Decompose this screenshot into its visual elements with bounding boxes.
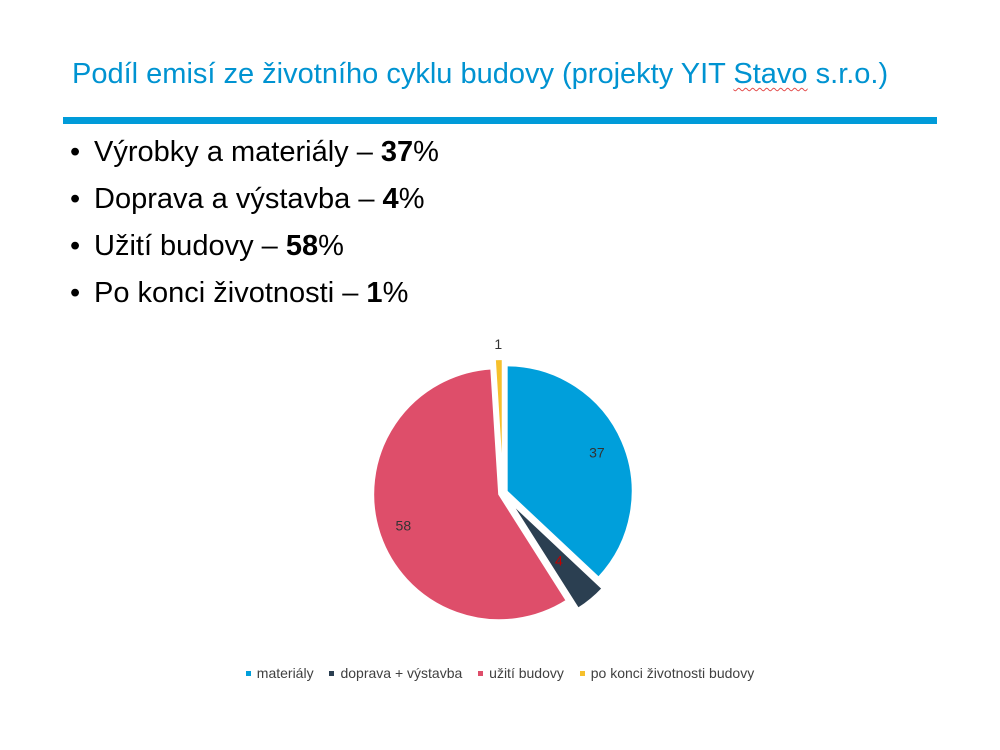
legend-swatch [579, 670, 585, 676]
title-flagged-word: Stavo [733, 58, 808, 90]
legend-item-uziti: užití budovy [478, 665, 564, 681]
pie-slice-po-konci-zivotnosti [493, 358, 504, 486]
bullet-value: 37 [380, 136, 414, 168]
chart-legend: materiály doprava + výstavba užití budov… [0, 665, 1000, 681]
legend-item-materialy: materiály [245, 665, 314, 681]
legend-label: materiály [256, 665, 314, 681]
bullet-unit: % [382, 277, 409, 309]
data-label-doprava-vystavba: 4 [555, 552, 563, 568]
legend-swatch [478, 670, 484, 676]
bullet-value: 1 [366, 277, 383, 309]
bullet-marker: • [70, 136, 81, 168]
legend-label: doprava + výstavba [340, 665, 463, 681]
legend-label: po konci životnosti budovy [590, 665, 755, 681]
bullet-item: • Výrobky a materiály – 37% [70, 134, 439, 181]
bullet-text: Doprava a výstavba – [94, 183, 383, 215]
bullet-list: • Výrobky a materiály – 37% • Doprava a vý… [70, 134, 439, 322]
bullet-text: Po konci životnosti – [94, 277, 367, 309]
pie-slice-uziti-budovy [372, 367, 569, 622]
bullet-marker: • [70, 183, 81, 215]
bullet-value: 58 [285, 230, 319, 262]
legend-swatch [245, 670, 251, 676]
data-label-materialy: 37 [589, 444, 605, 460]
bullet-unit: % [413, 136, 439, 168]
bullet-text: Výrobky a materiály – [94, 136, 381, 168]
data-label-po-konci-zivotnosti: 1 [494, 336, 502, 352]
legend-item-doprava: doprava + výstavba [329, 665, 462, 681]
legend-label: užití budovy [489, 665, 564, 681]
slide-title: Podíl emisí ze životního cyklu budovy (p… [72, 58, 888, 91]
bullet-item: • Doprava a výstavba – 4% [70, 181, 439, 228]
bullet-value: 4 [382, 183, 399, 215]
legend-item-po-konci: po konci životnosti budovy [579, 665, 755, 681]
title-divider [63, 117, 937, 124]
data-label-uziti-budovy: 58 [396, 517, 412, 533]
title-prefix: Podíl emisí ze životního cyklu budovy (p… [72, 58, 734, 90]
bullet-marker: • [70, 230, 81, 262]
pie-slice-materialy [505, 364, 634, 580]
title-suffix: s.r.o.) [807, 58, 889, 90]
bullet-item: • Užití budovy – 58% [70, 228, 439, 275]
legend-swatch [329, 670, 335, 676]
bullet-item: • Po konci životnosti – 1% [70, 275, 439, 322]
bullet-marker: • [70, 277, 81, 309]
pie-slice-doprava-vystavba [509, 501, 604, 611]
bullet-unit: % [318, 230, 344, 262]
bullet-text: Užití budovy – [94, 230, 286, 262]
bullet-unit: % [398, 183, 425, 215]
